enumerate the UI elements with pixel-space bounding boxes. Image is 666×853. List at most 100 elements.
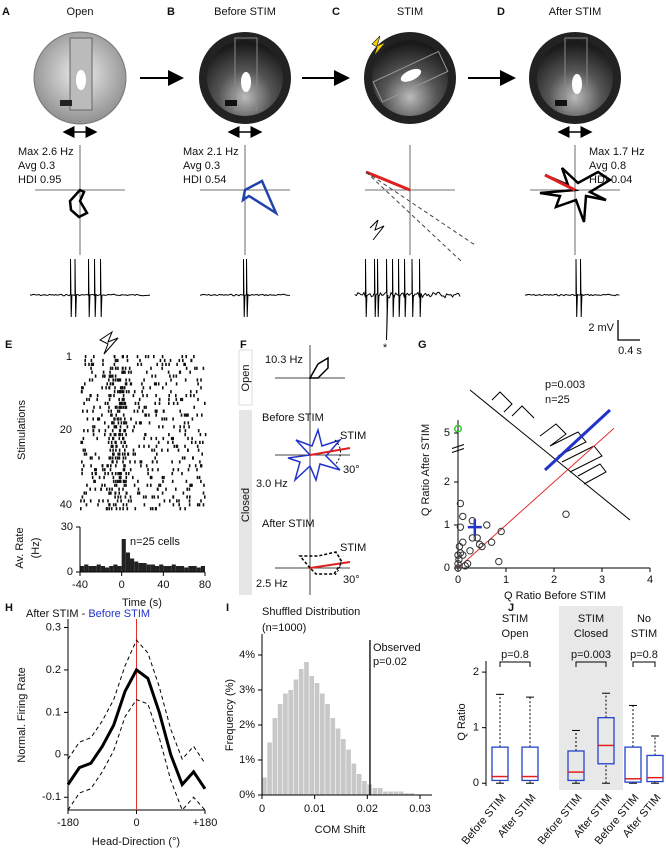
raster-tick xyxy=(120,417,122,421)
raster-tick xyxy=(159,483,162,487)
raster-tick xyxy=(188,464,191,468)
bar xyxy=(155,566,160,572)
raster-tick xyxy=(98,429,100,433)
raster-tick xyxy=(161,355,164,359)
x-tick-label: -40 xyxy=(72,579,88,591)
raster-tick xyxy=(165,487,167,491)
raster-tick xyxy=(197,382,199,386)
stat-text: Max 2.6 Hz xyxy=(18,146,74,158)
raster-tick xyxy=(116,456,119,460)
raster-tick xyxy=(118,487,120,491)
raster-tick xyxy=(109,503,111,507)
axis-label: Head-Direction (°) xyxy=(92,836,180,848)
bar xyxy=(167,566,172,572)
raster-tick xyxy=(118,448,121,452)
raster-tick xyxy=(108,386,110,390)
raster-tick xyxy=(124,366,127,370)
raster-tick xyxy=(144,355,147,359)
raster-tick xyxy=(201,413,203,417)
raster-tick xyxy=(128,366,131,370)
raster-tick xyxy=(112,436,115,441)
raster-tick xyxy=(140,362,143,366)
raster-tick xyxy=(92,417,94,421)
raster-tick xyxy=(122,413,125,417)
raster-tick xyxy=(143,378,145,382)
annotation: p=0.003 xyxy=(545,379,585,391)
point xyxy=(459,512,467,521)
raster-tick xyxy=(132,452,135,456)
raster-tick xyxy=(85,491,87,495)
raster-tick xyxy=(168,401,170,405)
p-value: p=0.8 xyxy=(501,649,529,661)
raster-tick xyxy=(190,390,192,394)
raster-tick xyxy=(129,468,132,472)
raster-tick xyxy=(191,417,194,421)
raster-tick xyxy=(116,479,119,483)
raster-tick xyxy=(86,409,88,413)
raster-tick xyxy=(196,366,198,370)
raster-tick xyxy=(143,503,146,507)
raster-tick xyxy=(97,503,99,507)
raster-tick xyxy=(165,417,168,421)
label: 3.0 Hz xyxy=(256,478,288,490)
raster-tick xyxy=(175,397,178,402)
raster-tick xyxy=(148,444,150,448)
mean-cross xyxy=(467,519,482,536)
raster-tick xyxy=(91,362,94,366)
raster-tick xyxy=(193,405,195,409)
point xyxy=(455,555,463,564)
raster-tick xyxy=(103,475,105,480)
bar xyxy=(113,564,118,572)
raster-tick xyxy=(97,417,99,421)
raster-tick xyxy=(91,456,93,460)
raster-tick xyxy=(101,386,103,390)
raster-tick xyxy=(94,374,97,378)
group-label: STIM xyxy=(631,628,657,640)
raster-tick xyxy=(107,425,110,429)
raster-tick xyxy=(145,464,148,468)
bar xyxy=(134,561,139,572)
bar xyxy=(117,566,122,572)
raster-tick xyxy=(144,433,146,437)
panel-letter: B xyxy=(167,6,175,18)
raster-tick xyxy=(117,472,119,476)
raster-tick xyxy=(112,444,114,448)
raster-tick xyxy=(117,495,119,499)
chart-title: After STIM - Before STIM xyxy=(26,608,150,620)
raster-tick xyxy=(155,436,158,441)
raster-tick xyxy=(138,444,140,448)
raster-tick xyxy=(81,460,83,464)
raster-tick xyxy=(187,468,190,472)
raster-tick xyxy=(178,370,181,374)
raster-tick xyxy=(151,507,154,511)
raster-tick xyxy=(121,433,124,437)
raster-tick xyxy=(172,417,174,421)
raster-tick xyxy=(124,405,126,409)
stat-text: HDI 0.95 xyxy=(18,174,61,186)
bar xyxy=(159,564,164,572)
raster-tick xyxy=(117,452,119,456)
raster-tick xyxy=(159,358,162,363)
raster-tick xyxy=(92,409,94,413)
raster-tick xyxy=(148,413,150,417)
raster-tick xyxy=(120,499,122,503)
label: 30° xyxy=(343,574,360,586)
bar xyxy=(200,566,205,572)
raster-tick xyxy=(182,491,185,495)
bar xyxy=(272,718,278,795)
raster-tick xyxy=(123,483,126,487)
raster-tick xyxy=(118,452,121,456)
spike-trace xyxy=(354,258,461,341)
raster-tick xyxy=(197,448,200,452)
asterisk: * xyxy=(383,342,388,354)
raster-tick xyxy=(122,436,125,441)
raster-tick xyxy=(118,456,121,460)
raster-tick xyxy=(83,429,85,433)
raster-tick xyxy=(121,401,123,405)
y-tick-label: 30 xyxy=(61,521,73,533)
raster-tick xyxy=(113,355,116,359)
raster-tick xyxy=(156,409,158,413)
raster-tick xyxy=(125,405,128,409)
raster-tick xyxy=(126,355,128,359)
raster-tick xyxy=(122,456,125,460)
